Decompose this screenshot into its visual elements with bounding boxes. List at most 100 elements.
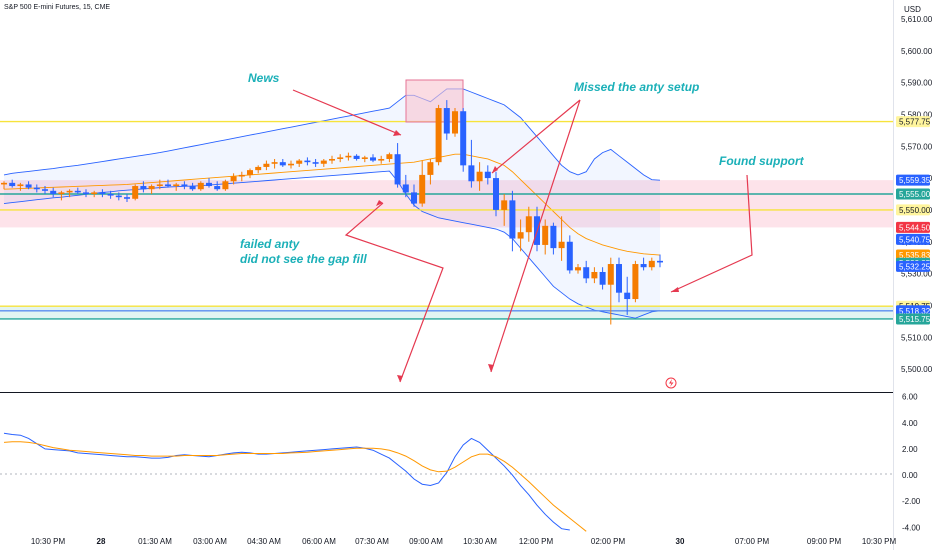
missed-setup-arrow-long <box>490 99 581 373</box>
oscillator-axis[interactable]: 6.00 4.00 2.00 0.00 -2.00 -4.00 <box>902 393 921 533</box>
candle-body <box>279 162 286 166</box>
time-tick: 10:30 PM <box>862 537 897 546</box>
time-tick: 04:30 AM <box>247 537 281 546</box>
bollinger-lower-line <box>3 170 661 319</box>
bollinger-fill <box>4 88 660 319</box>
price-tick: 5,590.00 <box>901 79 932 88</box>
candle-body <box>50 190 57 194</box>
candle-body <box>222 181 229 190</box>
candle-body <box>1 182 7 185</box>
time-tick: 06:00 AM <box>302 537 336 546</box>
candle-body <box>74 190 81 193</box>
candle-body <box>591 271 598 279</box>
candle-body <box>17 184 24 187</box>
bollinger-basis-line <box>3 153 661 256</box>
candle-body <box>517 232 524 239</box>
candle-body <box>443 108 450 134</box>
price-badge-text: 5,550.00 <box>899 206 931 215</box>
time-axis[interactable]: 10:30 PM 28 01:30 AM 03:00 AM 04:30 AM 06:00 … <box>31 537 897 546</box>
time-tick: 07:30 AM <box>355 537 389 546</box>
candle-body <box>181 184 188 187</box>
candle-body <box>509 200 516 239</box>
candle-body <box>197 182 204 190</box>
candle-body <box>353 155 360 159</box>
candle-body <box>583 267 590 279</box>
candle-body <box>419 174 426 204</box>
candle-body <box>156 184 163 187</box>
candle-body <box>542 225 549 245</box>
price-tick: 5,570.00 <box>901 142 932 151</box>
annotation-failed-anty: failed anty <box>240 237 301 251</box>
oscillator-layer <box>3 432 587 532</box>
candle-body <box>247 170 253 175</box>
price-badge <box>896 116 930 128</box>
time-tick: 09:00 AM <box>409 537 443 546</box>
price-badge <box>896 260 930 272</box>
candle-body <box>657 260 663 263</box>
candle-body <box>83 192 89 194</box>
arrow-head <box>492 166 498 173</box>
candle-body <box>189 186 196 190</box>
price-tick: 5,600.00 <box>901 47 932 56</box>
oscillator-line <box>3 432 570 531</box>
price-zone <box>0 306 893 319</box>
candle-body <box>575 267 581 271</box>
candle-body <box>460 111 467 166</box>
candle-body <box>402 184 409 193</box>
candle-body <box>238 174 245 177</box>
candle-body <box>58 192 65 194</box>
candle-body <box>124 197 130 199</box>
candle-body <box>66 190 73 193</box>
oscillator-tick: 2.00 <box>902 445 918 454</box>
oscillator-tick: 0.00 <box>902 471 918 480</box>
price-tick: 5,580.00 <box>901 110 932 119</box>
candle-body <box>493 178 499 210</box>
time-tick: 09:00 PM <box>807 537 842 546</box>
candle-body <box>624 292 631 300</box>
failed-anty-arrow <box>344 202 444 383</box>
candle-body <box>99 192 106 194</box>
candle-body <box>337 157 344 159</box>
lightning-glyph-icon <box>669 379 674 387</box>
arrow-head <box>671 287 679 292</box>
news-arrow <box>292 89 402 136</box>
price-badge <box>896 204 930 216</box>
annotation-gap-fill: did not see the gap fill <box>240 252 367 266</box>
candle-body <box>329 158 335 161</box>
candle-body <box>616 264 622 293</box>
found-support-arrow <box>670 174 753 293</box>
candle-body <box>296 160 303 164</box>
candle-body <box>452 111 458 134</box>
candle-body <box>271 162 278 164</box>
candle-body <box>312 162 319 164</box>
candle-body <box>370 157 376 161</box>
candle-body <box>173 184 180 187</box>
candle-body <box>607 264 614 285</box>
price-label-layer: 5,577.75 5,559.35 5,555.00 5,550.00 5,544.50… <box>896 116 931 325</box>
time-tick: 30 <box>676 537 685 546</box>
candle-body <box>468 165 475 182</box>
candle-body <box>640 264 647 268</box>
candle-body <box>230 176 237 182</box>
arrow-head <box>376 200 383 206</box>
time-tick: 02:00 PM <box>591 537 626 546</box>
arrow-heads <box>376 130 679 382</box>
time-tick: 10:30 PM <box>31 537 66 546</box>
candle-body <box>411 192 417 204</box>
arrow-head <box>393 130 401 136</box>
price-badge-text: 5,544.50 <box>899 223 931 232</box>
oscillator-tick: -4.00 <box>902 523 921 532</box>
candle-body <box>550 225 557 249</box>
oscillator-tick: 6.00 <box>902 393 918 402</box>
candle-body <box>115 195 122 198</box>
price-badge-text: 5,559.35 <box>899 176 931 185</box>
candle-body <box>206 182 212 187</box>
arrow-head <box>397 375 403 382</box>
price-badge <box>896 174 930 186</box>
missed-setup-arrow-short <box>491 99 581 174</box>
candle-body <box>255 166 262 171</box>
candle-body <box>566 241 573 271</box>
price-tick: 5,610.00 <box>901 15 932 24</box>
